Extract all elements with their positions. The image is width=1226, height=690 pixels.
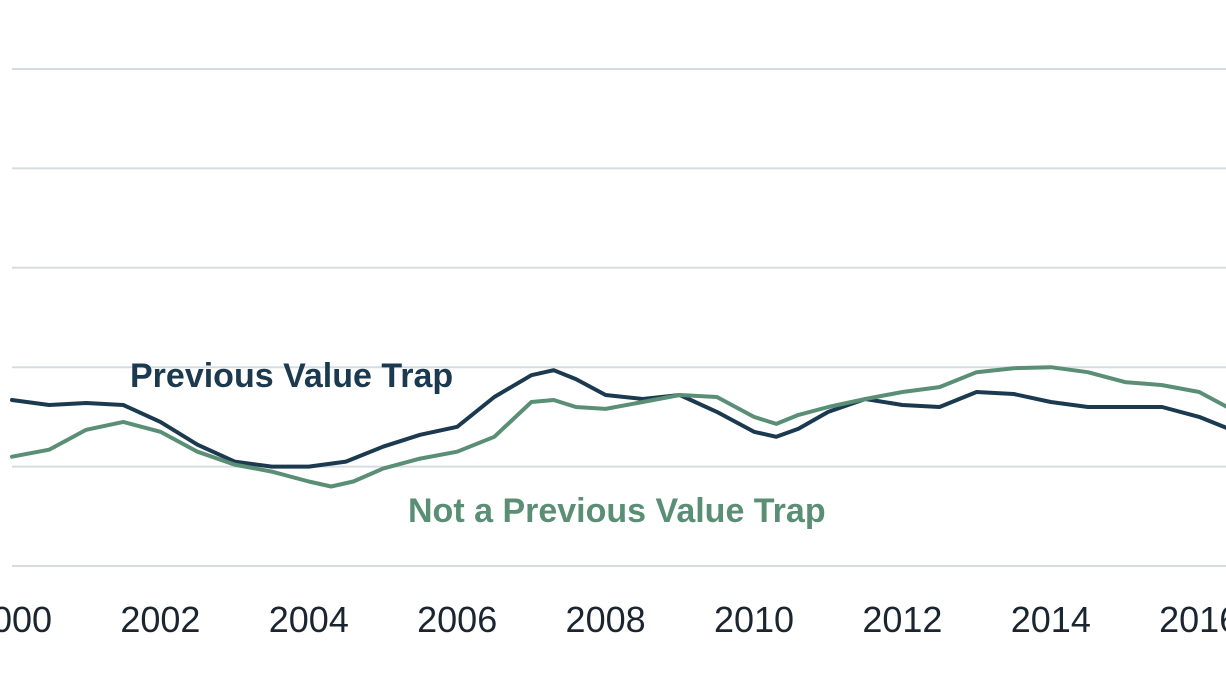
x-tick-label-2014: 2014: [1011, 599, 1091, 640]
x-axis-ticks: 2000 2002 2004 2006 2008 2010 2012 2014 2016: [0, 599, 1226, 640]
x-tick-label-2000: 2000: [0, 599, 52, 640]
x-tick-label-2008: 2008: [566, 599, 646, 640]
gridlines: [12, 68, 1226, 567]
x-tick-label-2004: 2004: [269, 599, 349, 640]
series-line-previous-value-trap: [10, 368, 1226, 469]
series-labels: Previous Value Trap Not a Previous Value…: [130, 357, 826, 530]
x-tick-label-2010: 2010: [714, 599, 794, 640]
series-label-not-a-previous-value-trap: Not a Previous Value Trap: [408, 492, 826, 530]
x-tick-label-2006: 2006: [417, 599, 497, 640]
series-label-previous-value-trap: Previous Value Trap: [130, 357, 453, 395]
x-tick-label-2012: 2012: [862, 599, 942, 640]
x-tick-label-2002: 2002: [120, 599, 200, 640]
x-tick-label-2016: 2016: [1159, 599, 1226, 640]
series-line-not-a-previous-value-trap: [10, 365, 1226, 489]
series-lines: [10, 365, 1226, 489]
